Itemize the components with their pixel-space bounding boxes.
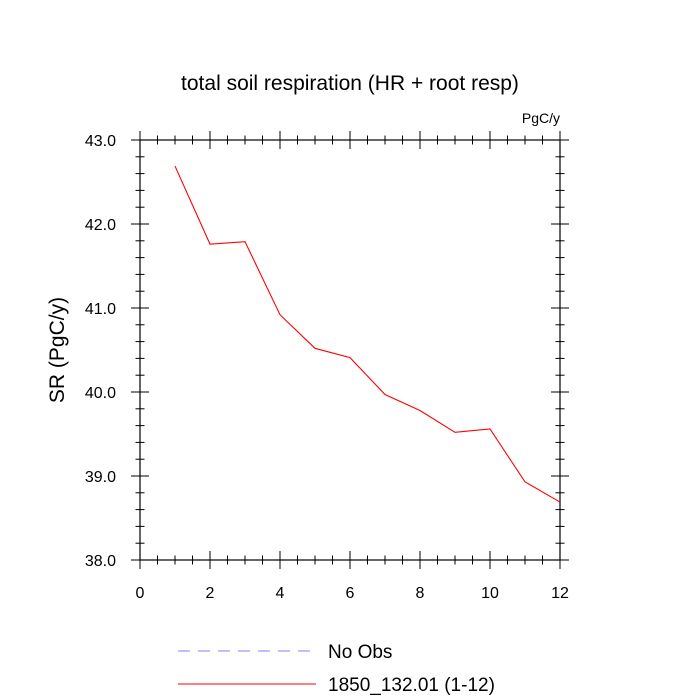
x-tick-label: 12	[551, 585, 569, 602]
legend: No Obs 1850_132.01 (1-12)	[178, 642, 495, 696]
series-layer	[174, 165, 561, 503]
series-line	[174, 165, 561, 503]
units-label: PgC/y	[522, 110, 560, 126]
plot-frame	[139, 139, 561, 561]
y-tick-label: 41.0	[85, 301, 116, 318]
legend-label: 1850_132.01 (1-12)	[328, 675, 495, 696]
x-tick-label: 0	[136, 585, 145, 602]
y-tick-label: 43.0	[85, 133, 116, 150]
x-tick-label: 2	[206, 585, 215, 602]
x-tick-label: 10	[481, 585, 499, 602]
chart-title: total soil respiration (HR + root resp)	[181, 72, 519, 95]
y-tick-label: 42.0	[85, 217, 116, 234]
y-tick-label: 39.0	[85, 469, 116, 486]
x-tick-label: 4	[276, 585, 285, 602]
x-tick-label: 8	[416, 585, 425, 602]
axis-ticks: 0 2 4 6 8 10 12 38.0 39.0 40.0 41.0 42.0 43.0	[85, 131, 569, 602]
y-tick-label: 40.0	[85, 385, 116, 402]
y-axis-label: SR (PgC/y)	[46, 297, 69, 403]
y-tick-label: 38.0	[85, 553, 116, 570]
x-tick-label: 6	[346, 585, 355, 602]
legend-label: No Obs	[328, 642, 392, 663]
